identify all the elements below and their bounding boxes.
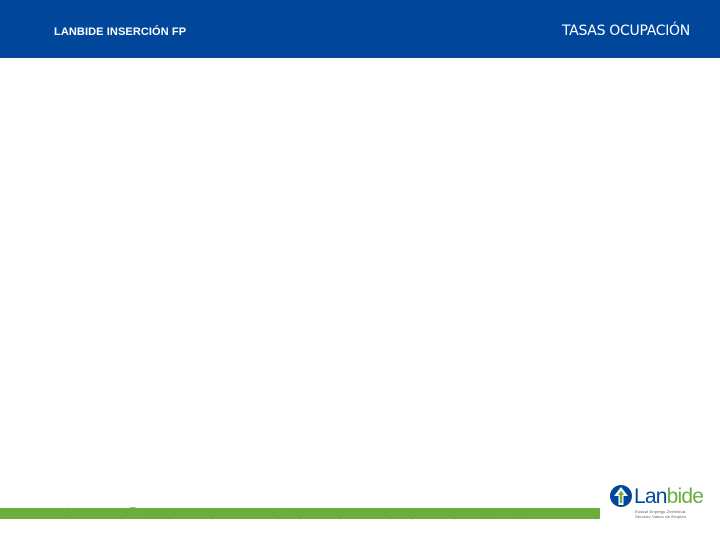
slide-header: LANBIDE INSERCIÓN FP TASAS OCUPACIÓN xyxy=(0,0,720,58)
logo-wordmark-part2: bide xyxy=(666,485,704,508)
logo-tagline: Euskal Enplegu Zerbitzua Servicio Vasco … xyxy=(635,509,701,519)
slide-content-area xyxy=(0,58,720,498)
footer-green-band xyxy=(0,508,600,519)
lanbide-arrow-logo-icon xyxy=(610,485,632,507)
logo-wordmark: Lanbide xyxy=(634,484,704,510)
header-left-title: LANBIDE INSERCIÓN FP xyxy=(54,26,187,38)
logo-tagline-line2: Servicio Vasco de Empleo xyxy=(635,514,687,519)
logo-wordmark-part1: Lan xyxy=(634,485,667,508)
lanbide-logo: Lanbide Euskal Enplegu Zerbitzua Servici… xyxy=(609,484,709,524)
logo-tagline-line1: Euskal Enplegu Zerbitzua xyxy=(635,509,686,514)
header-right-title: TASAS OCUPACIÓN xyxy=(562,23,690,39)
